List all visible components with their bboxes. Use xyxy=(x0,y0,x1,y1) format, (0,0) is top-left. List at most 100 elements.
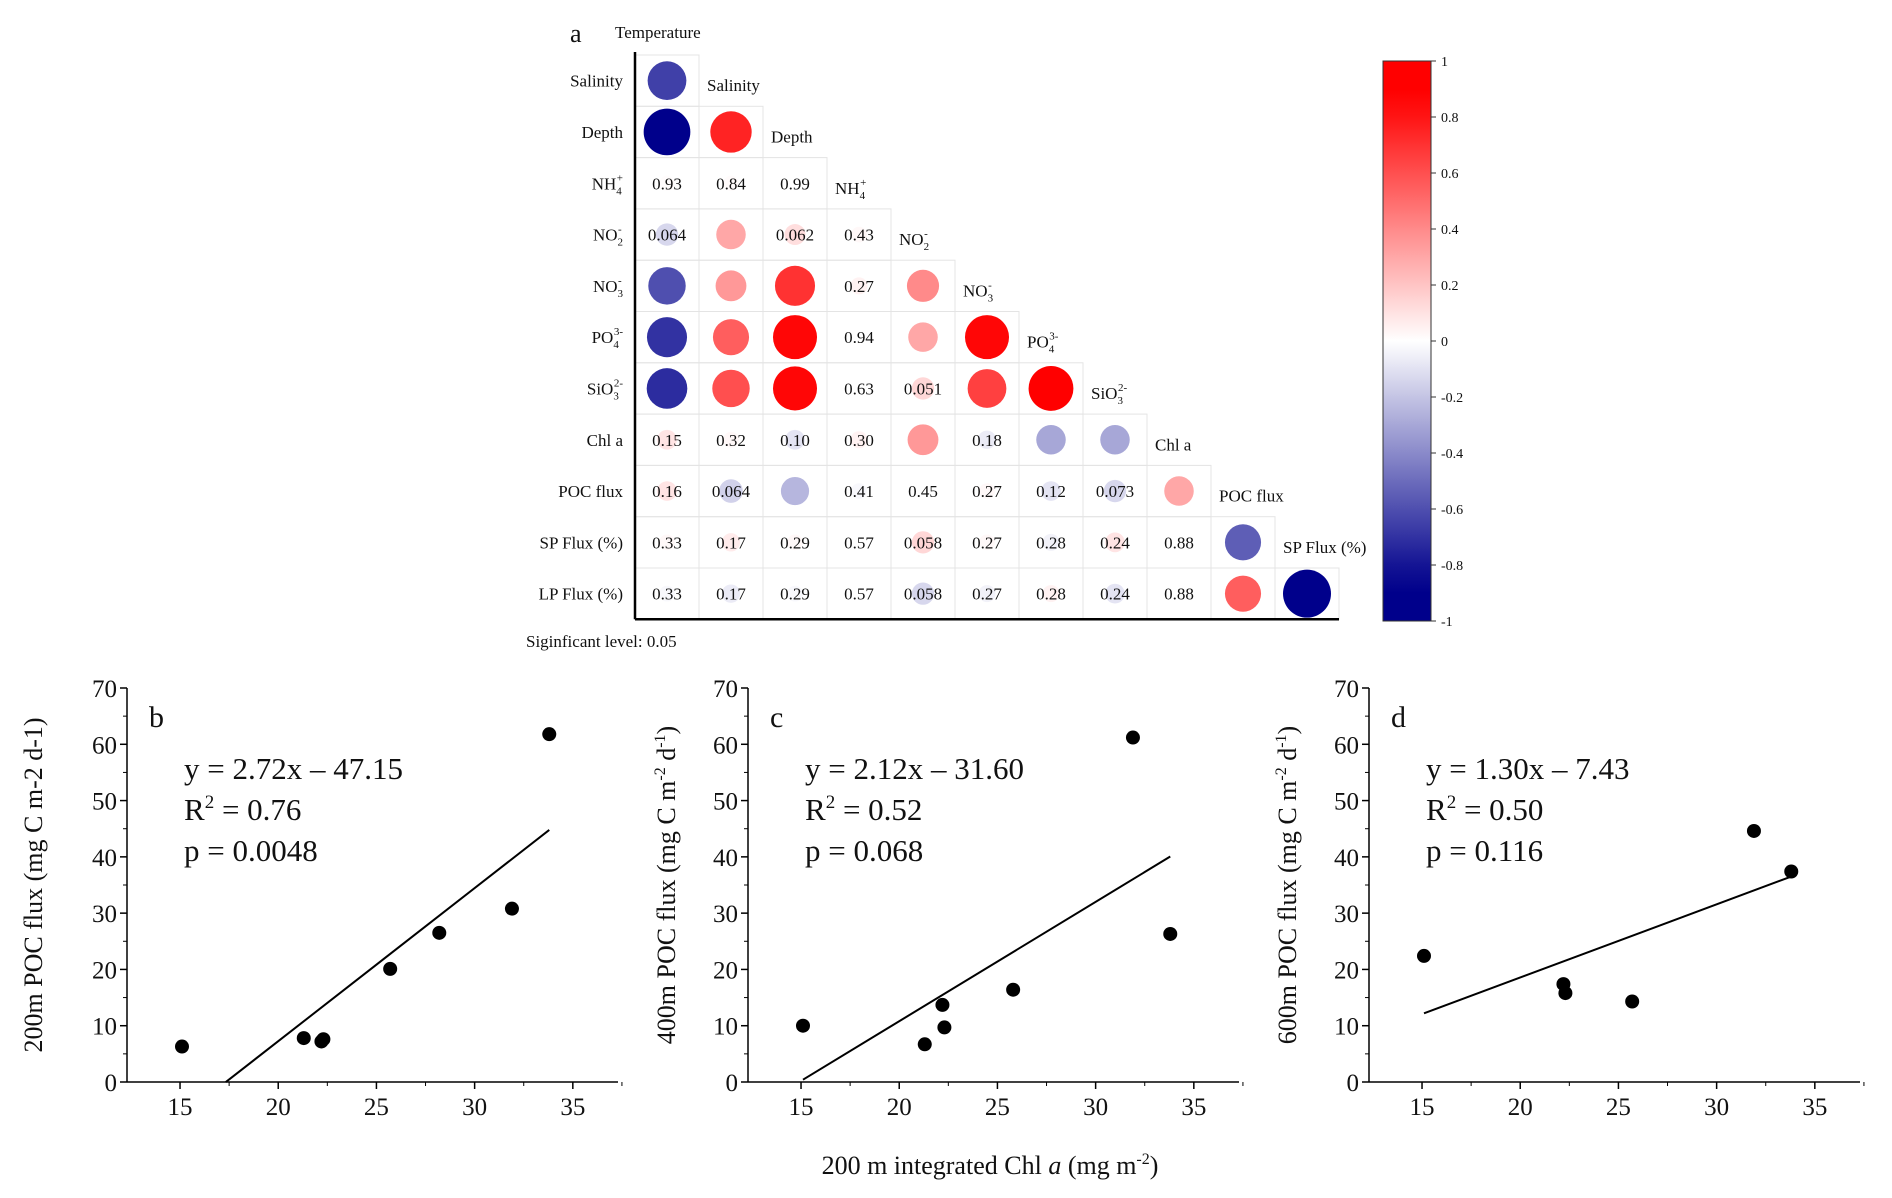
correlation-circle-faint xyxy=(787,534,803,551)
correlation-circle xyxy=(772,366,818,411)
row-label: NO2- xyxy=(593,224,623,249)
x-tick-label: 30 xyxy=(1083,1094,1108,1121)
x-tick-label: 25 xyxy=(1606,1094,1631,1121)
correlation-circle xyxy=(1283,569,1331,618)
correlation-circle-faint xyxy=(723,175,739,191)
y-tick-label: 50 xyxy=(713,789,738,816)
y-tick-label: 60 xyxy=(92,732,117,759)
correlation-circle xyxy=(646,317,688,358)
p-value-label: 0.32 xyxy=(716,431,746,450)
p-value-label: 0.058 xyxy=(904,533,942,552)
y-tick-label: 40 xyxy=(92,845,117,872)
y-tick-label: 20 xyxy=(1334,957,1359,984)
correlation-circle-faint xyxy=(657,429,677,450)
correlation-circle xyxy=(1224,575,1262,612)
correlation-circle xyxy=(906,269,940,302)
data-point xyxy=(1784,864,1799,879)
row-label: POC flux xyxy=(558,482,623,501)
correlation-circle xyxy=(1100,424,1130,455)
row-label: NH4+ xyxy=(592,172,623,197)
x-tick-label: 20 xyxy=(1508,1094,1533,1121)
p-value-label: 0.88 xyxy=(1164,533,1194,552)
p-value-label: 0.45 xyxy=(908,482,938,501)
y-tick-label: 0 xyxy=(726,1070,739,1097)
y-tick-label: 70 xyxy=(92,676,117,703)
data-point xyxy=(937,1020,952,1035)
x-tick-label: 25 xyxy=(985,1094,1010,1121)
diagonal-label: SP Flux (%) xyxy=(1283,538,1366,557)
y-tick-label: 30 xyxy=(713,901,738,928)
correlation-circle-faint xyxy=(911,377,935,400)
row-label: Chl a xyxy=(587,431,624,450)
data-point xyxy=(296,1031,311,1046)
p-value-label: 0.94 xyxy=(844,328,874,347)
correlation-circle xyxy=(1036,424,1066,455)
correlation-circle xyxy=(646,368,688,409)
panel-label: d xyxy=(1391,701,1406,734)
data-point xyxy=(504,901,519,916)
y-tick-label: 50 xyxy=(1334,789,1359,816)
regression-equation: y = 1.30x – 7.43 xyxy=(1426,751,1629,786)
correlation-circle xyxy=(648,267,686,305)
p-value-label: 0.33 xyxy=(652,533,682,552)
diagonal-label: NO2- xyxy=(899,228,929,253)
correlation-circle-faint xyxy=(659,175,675,191)
correlation-circle-faint xyxy=(1042,585,1060,603)
x-tick-label: 15 xyxy=(168,1094,193,1121)
regression-line xyxy=(1423,875,1792,1015)
correlation-circle-faint xyxy=(850,431,868,449)
p-value-label: 0.064 xyxy=(712,482,751,501)
correlation-circle xyxy=(908,322,938,352)
p-value-label: 0.17 xyxy=(716,533,746,552)
correlation-circle-faint xyxy=(785,429,805,450)
diagonal-label: Depth xyxy=(771,128,813,147)
x-tick-label: 30 xyxy=(1704,1094,1729,1121)
correlation-circle xyxy=(907,424,939,456)
y-tick-label: 70 xyxy=(713,676,738,703)
correlation-circle xyxy=(716,219,746,250)
p-value-label: 0.073 xyxy=(1096,482,1134,501)
p-value-label: 0.10 xyxy=(780,431,810,450)
y-tick-label: 20 xyxy=(92,957,117,984)
p-value-label: 0.17 xyxy=(716,585,746,604)
colorbar-tick-label: -0.6 xyxy=(1441,503,1463,518)
x-tick-label: 20 xyxy=(266,1094,291,1121)
correlation-circle xyxy=(967,369,1007,408)
p-value-label: 0.18 xyxy=(972,431,1002,450)
correlation-circle-faint xyxy=(911,531,935,554)
p-value-label: 0.15 xyxy=(652,431,682,450)
correlation-circle xyxy=(710,111,752,153)
x-tick-label: 30 xyxy=(462,1094,487,1121)
y-tick-label: 50 xyxy=(92,789,117,816)
p-value-label: 0.29 xyxy=(780,533,810,552)
r-squared: R2 = 0.76 xyxy=(184,792,301,827)
y-tick-label: 40 xyxy=(1334,845,1359,872)
correlation-circle-faint xyxy=(851,483,867,499)
regression-equation: y = 2.72x – 47.15 xyxy=(184,751,403,786)
x-tick-label: 15 xyxy=(1410,1094,1435,1121)
correlation-circle-faint xyxy=(979,534,995,551)
p-value-label: 0.28 xyxy=(1036,585,1066,604)
correlation-circle-faint xyxy=(655,223,679,246)
diagonal-label: NH4+ xyxy=(835,177,866,202)
correlation-circle xyxy=(964,315,1010,360)
x-tick-label: 35 xyxy=(1181,1094,1206,1121)
regression-equation: y = 2.12x – 31.60 xyxy=(805,751,1024,786)
correlation-circle-faint xyxy=(1042,533,1060,551)
p-value-label: 0.43 xyxy=(844,226,874,245)
colorbar-tick-label: -0.4 xyxy=(1441,447,1463,462)
panel-label-a: a xyxy=(570,19,582,48)
correlation-circle xyxy=(715,270,747,302)
correlation-circle-faint xyxy=(787,585,803,602)
correlation-circle-faint xyxy=(977,430,997,449)
y-tick-label: 10 xyxy=(92,1014,117,1041)
diagonal-label: Salinity xyxy=(707,76,760,95)
correlation-circle-faint xyxy=(851,226,867,243)
correlation-circle-faint xyxy=(979,483,995,499)
p-value-label: 0.27 xyxy=(844,277,874,296)
data-point xyxy=(542,727,557,742)
r-squared-exponent: 2 xyxy=(1447,792,1457,813)
y-tick-label: 20 xyxy=(713,957,738,984)
data-point xyxy=(1746,823,1761,838)
colorbar-tick-label: 0.6 xyxy=(1441,167,1459,182)
